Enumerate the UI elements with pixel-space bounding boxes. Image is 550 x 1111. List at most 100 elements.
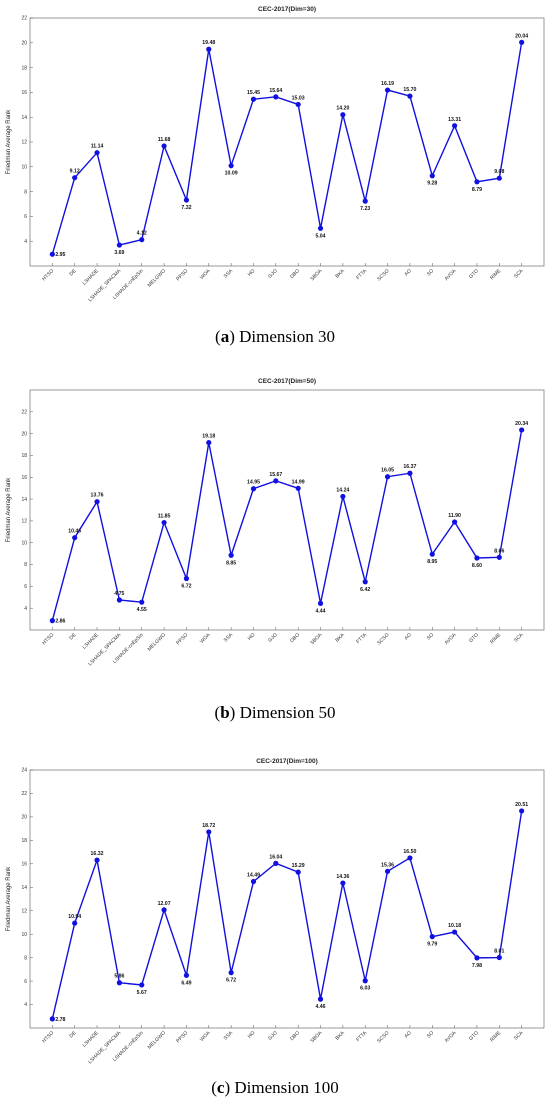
- x-tick-label: SO: [426, 1030, 435, 1039]
- data-label: 20.34: [515, 421, 528, 427]
- data-label: 11.85: [158, 514, 171, 520]
- data-label: 10.18: [448, 923, 461, 929]
- x-tick-label: SCSO: [376, 632, 390, 646]
- series-line: [51, 429, 523, 621]
- caption-letter: b: [220, 703, 230, 722]
- data-point: [496, 554, 502, 560]
- caption-c: (c) Dimension 100: [211, 1078, 339, 1097]
- chart-title: CEC-2017(Dim=100): [256, 758, 318, 765]
- line-chart-dim100: CEC-2017(Dim=100) Friedman Average Rank 4 6…: [6, 758, 545, 1065]
- x-tick-label: AVOA: [444, 632, 458, 646]
- y-tick-label: 16: [21, 862, 27, 868]
- data-label: 7.98: [472, 963, 482, 969]
- x-tick-label: AO: [403, 1030, 412, 1039]
- data-point: [139, 599, 145, 605]
- x-tick-label: MELGWO: [147, 268, 167, 288]
- data-label: 6.72: [226, 978, 236, 984]
- data-point: [49, 618, 55, 624]
- data-point: [273, 478, 279, 484]
- data-label: 11.14: [91, 144, 104, 150]
- data-label: 9.08: [494, 169, 504, 175]
- data-label: 15.70: [403, 87, 416, 93]
- plot-frame: [29, 769, 545, 1029]
- y-axis-label: Friedman Average Rank: [6, 109, 12, 175]
- y-axis-label: Friedman Average Rank: [6, 477, 12, 543]
- data-point: [496, 954, 502, 961]
- y-tick-label: 4: [24, 239, 27, 245]
- data-point: [317, 225, 324, 231]
- data-point: [452, 929, 458, 935]
- x-tick-label: HO: [247, 1030, 257, 1040]
- data-point: [116, 242, 122, 248]
- x-tick-label: SCA: [513, 1030, 525, 1042]
- y-tick-label: 10: [21, 540, 27, 546]
- data-label: 15.03: [292, 95, 305, 101]
- data-label: 16.37: [403, 464, 416, 470]
- data-label: 7.23: [360, 206, 370, 212]
- data-point: [295, 485, 301, 491]
- data-label: 2.78: [55, 1017, 65, 1023]
- data-label: 4.46: [315, 1004, 325, 1010]
- x-tick-label: AVOA: [444, 1030, 458, 1044]
- caption-a: (a) Dimension 30: [215, 327, 335, 346]
- x-tick-label: HTSO: [41, 268, 55, 282]
- data-point: [384, 868, 391, 874]
- data-label: 19.48: [202, 40, 215, 46]
- data-label: 6.03: [360, 986, 370, 992]
- x-tick-label: RIME: [489, 268, 503, 282]
- data-point: [273, 860, 279, 866]
- y-tick-label: 8: [24, 955, 27, 961]
- x-tick-label: MELGWO: [147, 632, 167, 652]
- y-tick-label: 20: [21, 41, 27, 47]
- x-tick-label: DBO: [289, 632, 301, 644]
- data-point: [496, 175, 502, 181]
- data-label: 2.95: [55, 252, 65, 258]
- data-label: 15.29: [292, 863, 305, 869]
- x-tick-label: HO: [247, 632, 257, 642]
- data-label: 16.04: [269, 854, 282, 860]
- data-point: [362, 579, 368, 585]
- data-label: 16.05: [381, 468, 394, 474]
- x-tick-label: SBOA: [309, 1030, 324, 1045]
- y-tick-label: 8: [24, 562, 27, 568]
- caption-letter: a: [220, 327, 230, 346]
- data-label: 15.36: [381, 862, 394, 868]
- x-tick-label: BKA: [334, 632, 346, 644]
- y-tick-label: 22: [21, 16, 27, 22]
- caption-text: Dimension 50: [239, 703, 336, 722]
- data-point: [94, 499, 100, 505]
- y-tick-label: 18: [21, 65, 27, 71]
- x-tick-label: GJO: [267, 1030, 279, 1042]
- data-label: 7.32: [181, 205, 191, 211]
- data-point: [116, 980, 122, 986]
- y-tick-label: 24: [21, 768, 27, 774]
- data-label: 10.09: [225, 171, 238, 177]
- data-point: [519, 808, 525, 814]
- data-label: 14.20: [336, 106, 349, 112]
- x-tick-label: MELGWO: [147, 1030, 167, 1050]
- x-tick-label: SO: [426, 632, 435, 641]
- data-point: [161, 907, 167, 913]
- data-label: 11.90: [448, 513, 461, 519]
- line-chart-dim50: CEC-2017(Dim=50) Friedman Average Rank 4 6 8…: [6, 378, 545, 667]
- y-tick-label: 10: [21, 165, 27, 171]
- data-point: [94, 150, 100, 156]
- chart-panel-dim50: CEC-2017(Dim=50) Friedman Average Rank 4 6 8…: [0, 372, 550, 682]
- data-point: [273, 94, 279, 100]
- data-point: [116, 597, 122, 603]
- caption-text: Dimension 30: [239, 327, 335, 346]
- x-tick-label: WOA: [199, 1030, 212, 1043]
- x-tick-label: BKA: [334, 1030, 346, 1042]
- y-tick-label: 16: [21, 475, 27, 481]
- x-tick-label: RIME: [489, 1030, 503, 1044]
- data-point: [183, 575, 190, 582]
- data-label: 4.75: [114, 591, 124, 597]
- data-label: 15.64: [269, 88, 282, 94]
- data-point: [407, 855, 413, 861]
- data-label: 4.12: [137, 231, 147, 237]
- data-point: [474, 179, 480, 185]
- x-tick-label: LSHADE: [82, 1030, 101, 1049]
- x-tick-label: HO: [247, 268, 257, 278]
- x-tick-label: GTO: [468, 268, 480, 280]
- data-label: 12.07: [158, 901, 171, 907]
